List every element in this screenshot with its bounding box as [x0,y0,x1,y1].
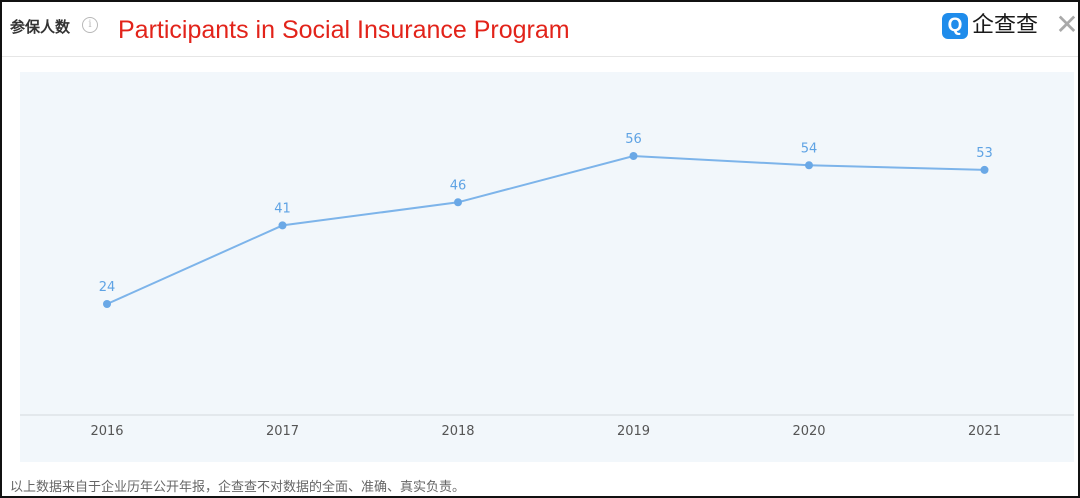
close-icon[interactable]: ✕ [1055,8,1079,41]
brand-logo-icon: Q [942,13,968,39]
data-point [103,300,111,308]
data-label: 53 [976,146,993,161]
data-disclaimer: 以上数据来自于企业历年公开年报，企查查不对数据的全面、准确、真实负责。 [10,480,466,495]
brand-logo-text: 企查查 [972,13,1039,38]
data-point [454,198,462,207]
x-tick-label: 2017 [266,424,299,439]
x-tick-label: 2020 [792,424,825,439]
info-icon[interactable]: i [82,17,98,33]
x-tick-label: 2018 [441,424,474,439]
data-label: 46 [450,178,467,193]
panel-header: 参保人数 i Participants in Social Insurance … [2,2,1078,57]
chart-plot-background [20,72,1074,462]
data-point [980,165,989,174]
data-label: 41 [274,201,291,216]
data-label: 24 [99,280,116,295]
data-point [629,152,638,160]
series-line [106,154,985,305]
panel-label: 参保人数 [10,18,71,36]
data-point [278,221,287,230]
x-tick-label: 2016 [90,424,123,439]
x-tick-label: 2021 [968,424,1001,439]
data-point [805,161,813,170]
data-label: 56 [625,132,642,147]
chart-title: Participants in Social Insurance Program [118,16,570,44]
x-tick-label: 2019 [617,424,650,439]
data-label: 54 [801,141,818,156]
